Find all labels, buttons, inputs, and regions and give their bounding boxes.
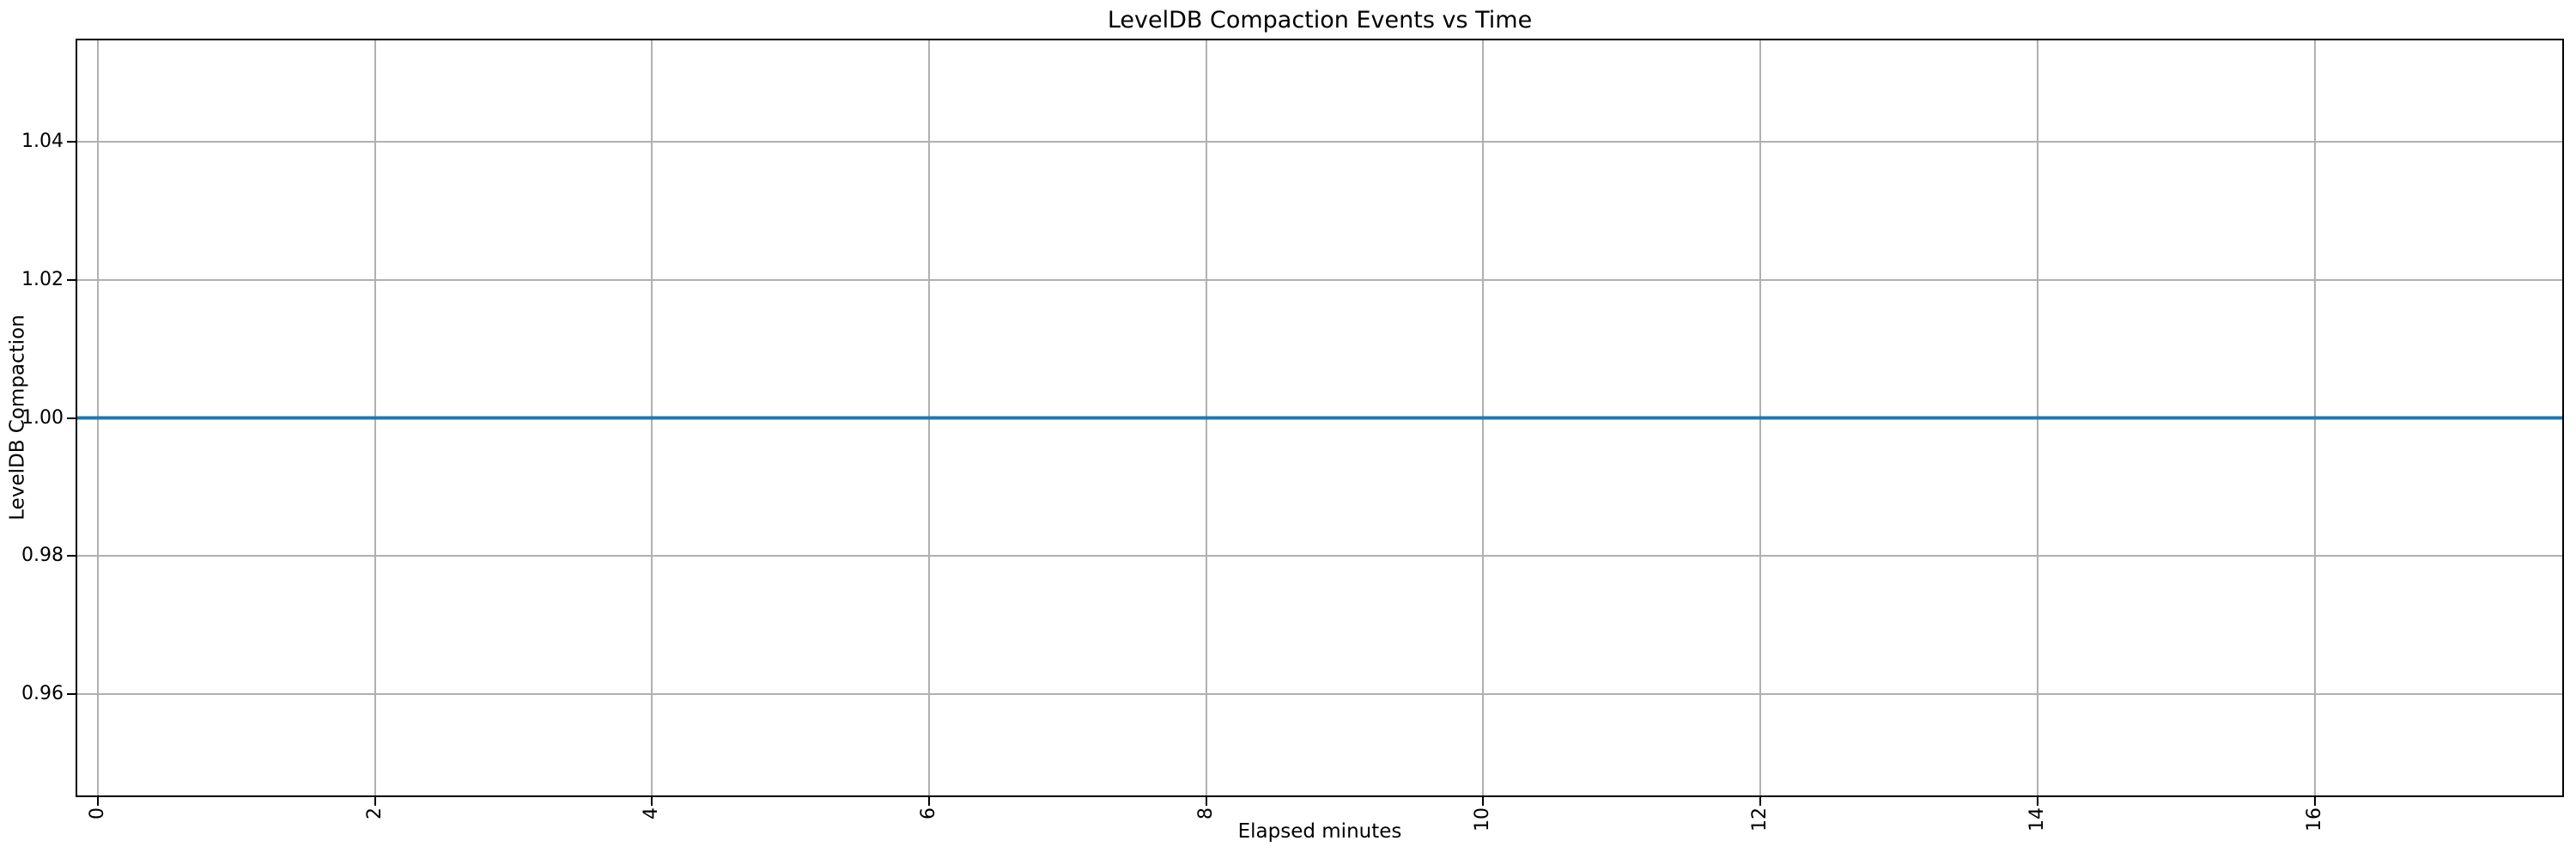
series-plot-svg [77, 416, 2562, 420]
x-tick-label: 6 [917, 807, 939, 819]
x-tick-label: 14 [2026, 807, 2048, 832]
x-tick-mark [1482, 797, 1485, 806]
y-tick-label: 1.00 [21, 406, 64, 429]
x-axis-label: Elapsed minutes [1237, 820, 1402, 843]
x-tick-mark [927, 797, 930, 806]
x-tick-label: 10 [1472, 807, 1494, 832]
x-tick-mark [374, 797, 376, 806]
y-tick-label: 1.04 [21, 131, 64, 153]
x-tick-label: 4 [641, 807, 663, 819]
x-tick-mark [651, 797, 653, 806]
x-tick-label: 16 [2303, 807, 2325, 832]
y-tick-mark [67, 278, 76, 281]
x-tick-label: 12 [1749, 807, 1771, 832]
y-tick-label: 0.96 [21, 682, 64, 704]
x-tick-mark [2313, 797, 2316, 806]
chart-title: LevelDB Compaction Events vs Time [1107, 7, 1533, 34]
grid-line-horizontal [77, 555, 2562, 557]
y-tick-mark [67, 692, 76, 695]
x-tick-mark [2036, 797, 2038, 806]
x-tick-label: 0 [86, 807, 108, 819]
grid-line-horizontal [77, 278, 2562, 281]
y-tick-mark [67, 417, 76, 419]
grid-line-horizontal [77, 141, 2562, 143]
x-tick-mark [96, 797, 99, 806]
grid-line-horizontal [77, 692, 2562, 695]
x-tick-label: 8 [1194, 807, 1217, 819]
plot-area [76, 39, 2564, 797]
x-tick-mark [1759, 797, 1762, 806]
y-tick-mark [67, 555, 76, 557]
x-tick-mark [1205, 797, 1207, 806]
y-tick-label: 1.02 [21, 268, 64, 290]
x-tick-label: 2 [363, 807, 386, 819]
y-tick-mark [67, 141, 76, 143]
y-tick-label: 0.98 [21, 545, 64, 567]
